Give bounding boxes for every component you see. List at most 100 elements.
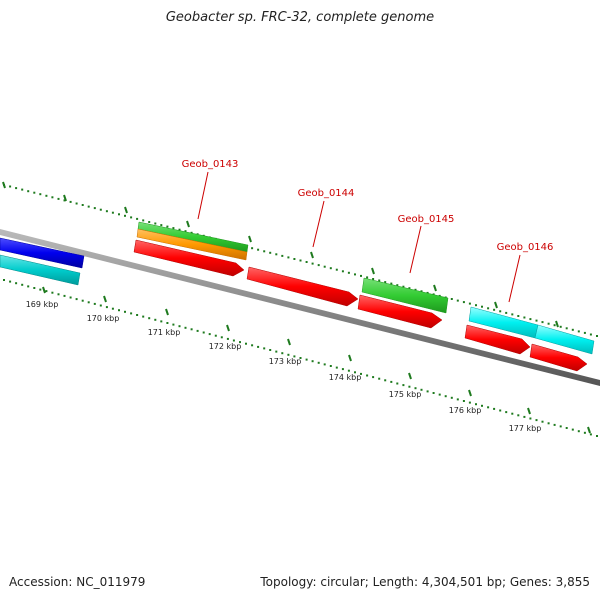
forward-minor-tick [160, 224, 163, 227]
reverse-minor-tick [39, 288, 42, 291]
forward-minor-tick [390, 282, 393, 285]
forward-minor-tick [21, 188, 24, 191]
reverse-minor-tick [245, 342, 247, 345]
forward-minor-tick [456, 299, 459, 302]
reverse-minor-tick [547, 422, 550, 425]
kbp-label: 175 kbp [389, 390, 422, 399]
reverse-minor-tick [15, 282, 18, 285]
leader-line-geob-0143 [197, 171, 209, 220]
misc-feature-geob-0143[interactable] [136, 228, 248, 261]
forward-minor-tick [384, 281, 387, 284]
reverse-minor-tick [468, 401, 471, 404]
reverse-minor-tick [27, 285, 30, 288]
cds-arrow-geob-0145[interactable] [357, 294, 443, 329]
forward-minor-tick [87, 205, 90, 208]
forward-minor-tick [493, 308, 496, 311]
genome-backbone [0, 229, 600, 386]
forward-minor-tick [354, 273, 356, 276]
forward-minor-tick [577, 330, 580, 333]
reverse-minor-tick [9, 280, 12, 283]
reverse-minor-tick [148, 317, 151, 320]
reverse-minor-tick [111, 307, 114, 310]
forward-minor-tick [468, 302, 471, 305]
reverse-minor-tick [571, 428, 574, 431]
gene-feature-geob-0145[interactable] [361, 277, 449, 314]
forward-minor-tick [408, 287, 411, 290]
reverse-minor-tick [263, 347, 266, 350]
reverse-minor-tick [196, 329, 199, 332]
reverse-minor-tick [166, 322, 169, 324]
kbp-label: 177 kbp [509, 424, 542, 433]
forward-minor-tick [9, 185, 12, 188]
reverse-minor-tick [535, 419, 538, 422]
forward-minor-tick [589, 333, 592, 336]
forward-minor-tick [39, 193, 42, 196]
reverse-minor-tick [565, 427, 568, 429]
forward-minor-tick [583, 331, 586, 334]
cds-arrow-geob-0143[interactable] [133, 239, 245, 277]
reverse-minor-tick [124, 310, 126, 313]
forward-minor-tick [511, 313, 514, 316]
forward-minor-tick [257, 248, 260, 251]
reverse-minor-tick [118, 309, 120, 312]
cds-arrow-geob-0144[interactable] [246, 266, 359, 307]
forward-minor-tick [475, 304, 477, 307]
forward-minor-tick [130, 216, 133, 219]
forward-minor-tick [414, 288, 417, 291]
forward-minor-tick [69, 200, 72, 203]
forward-major-tick [2, 181, 6, 189]
forward-major-tick [433, 284, 437, 292]
reverse-minor-tick [475, 403, 477, 406]
forward-minor-tick [535, 319, 538, 322]
reverse-minor-tick [541, 420, 544, 423]
forward-minor-tick [596, 335, 598, 337]
forward-major-tick [186, 220, 190, 228]
reverse-minor-tick [481, 404, 483, 407]
reverse-minor-tick [390, 380, 393, 383]
reverse-minor-tick [414, 387, 417, 390]
reverse-minor-tick [354, 371, 356, 374]
kbp-label: 170 kbp [87, 314, 120, 323]
forward-minor-tick [523, 316, 526, 319]
reverse-minor-tick [136, 314, 139, 316]
forward-minor-tick [63, 199, 66, 202]
reverse-minor-tick [220, 336, 223, 339]
kbp-label: 176 kbp [449, 406, 482, 415]
reverse-minor-tick [45, 290, 48, 293]
reverse-major-tick [587, 426, 591, 434]
cds-arrow-geob-0146-b[interactable] [529, 343, 588, 372]
reverse-minor-tick [378, 377, 381, 380]
reverse-minor-tick [57, 293, 60, 296]
kbp-label: 169 kbp [26, 300, 59, 309]
reverse-minor-tick [87, 301, 90, 304]
forward-minor-tick [184, 230, 187, 233]
reverse-minor-tick [505, 411, 508, 414]
reverse-feature-blue [0, 237, 85, 269]
forward-minor-tick [124, 214, 126, 217]
forward-minor-tick [487, 307, 490, 310]
reverse-major-tick [165, 308, 169, 316]
cds-arrow-geob-0146-a[interactable] [464, 324, 531, 355]
reverse-minor-tick [214, 334, 217, 337]
forward-minor-tick [559, 325, 562, 328]
forward-minor-tick [99, 208, 102, 211]
forward-minor-tick [299, 259, 302, 262]
forward-minor-tick [317, 264, 320, 267]
forward-minor-tick [553, 324, 556, 327]
forward-minor-tick [178, 228, 181, 231]
forward-major-tick [371, 267, 375, 275]
kbp-label: 172 kbp [209, 342, 242, 351]
reverse-minor-tick [142, 315, 145, 318]
gene-label-geob-0145: Geob_0145 [398, 214, 455, 225]
reverse-minor-tick [341, 368, 344, 371]
forward-minor-tick [565, 327, 568, 330]
forward-major-tick [63, 194, 67, 202]
forward-minor-tick [378, 279, 381, 282]
reverse-minor-tick [275, 350, 278, 353]
cyan-feature-geob-0146-b[interactable] [534, 324, 595, 355]
reverse-major-tick [348, 354, 352, 362]
forward-minor-tick [293, 258, 296, 260]
reverse-minor-tick [178, 325, 181, 328]
forward-minor-tick [372, 278, 375, 280]
reverse-minor-tick [511, 412, 514, 415]
